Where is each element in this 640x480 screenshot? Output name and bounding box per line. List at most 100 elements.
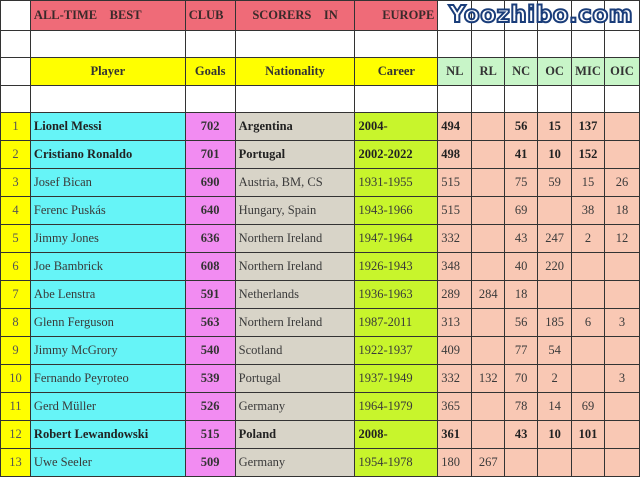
stat-cell xyxy=(471,336,506,365)
stat-cell: 348 xyxy=(437,252,473,281)
stat-cell: 332 xyxy=(437,364,473,393)
header-oc: OC xyxy=(537,57,573,86)
header-oic: OIC xyxy=(603,57,640,86)
header-row: Player Goals Nationality Career NL RL NC… xyxy=(0,57,640,86)
goals-cell: 540 xyxy=(184,336,236,365)
career-cell: 2002-2022 xyxy=(354,140,439,169)
stat-cell: 2 xyxy=(571,224,605,253)
stat-cell: 267 xyxy=(471,448,506,477)
nationality-cell: Argentina xyxy=(234,112,356,141)
player-cell: Cristiano Ronaldo xyxy=(29,140,186,169)
goals-cell: 690 xyxy=(184,168,236,197)
rank-cell: 10 xyxy=(0,364,31,393)
stat-cell xyxy=(471,112,506,141)
nationality-cell: Northern Ireland xyxy=(234,308,356,337)
player-cell: Lionel Messi xyxy=(29,112,186,141)
stat-cell: 59 xyxy=(537,168,573,197)
career-cell: 1954-1978 xyxy=(354,448,439,477)
goals-cell: 526 xyxy=(184,392,236,421)
stat-cell xyxy=(537,196,573,225)
stat-cell: 78 xyxy=(504,392,539,421)
stat-cell: 15 xyxy=(571,168,605,197)
table-row: 2 Cristiano Ronaldo 701 Portugal 2002-20… xyxy=(0,140,640,169)
goals-cell: 608 xyxy=(184,252,236,281)
goals-cell: 539 xyxy=(184,364,236,393)
career-cell: 1987-2011 xyxy=(354,308,439,337)
stat-cell xyxy=(571,336,605,365)
stat-cell: 40 xyxy=(504,252,539,281)
rank-cell: 4 xyxy=(0,196,31,225)
stat-cell: 289 xyxy=(437,280,473,309)
stat-cell: 409 xyxy=(437,336,473,365)
career-cell: 1937-1949 xyxy=(354,364,439,393)
nationality-cell: Germany xyxy=(234,392,356,421)
stat-cell: 494 xyxy=(437,112,473,141)
stat-cell: 180 xyxy=(437,448,473,477)
stat-cell xyxy=(471,140,506,169)
table-row: 7 Abe Lenstra 591 Netherlands 1936-1963 2… xyxy=(0,280,640,309)
stat-cell: 313 xyxy=(437,308,473,337)
goals-cell: 563 xyxy=(184,308,236,337)
goals-cell: 701 xyxy=(184,140,236,169)
rank-cell: 6 xyxy=(0,252,31,281)
stat-cell: 10 xyxy=(537,140,573,169)
stat-cell: 152 xyxy=(571,140,605,169)
stat-cell: 56 xyxy=(504,112,539,141)
stat-cell xyxy=(537,448,573,477)
rank-cell: 12 xyxy=(0,420,31,449)
stat-cell: 12 xyxy=(603,224,640,253)
rank-cell: 13 xyxy=(0,448,31,477)
stat-cell: 18 xyxy=(603,196,640,225)
table-row: 10 Fernando Peyroteo 539 Portugal 1937-1… xyxy=(0,364,640,393)
player-cell: Ferenc Puskás xyxy=(29,196,186,225)
header-career: Career xyxy=(354,57,439,86)
stat-cell: 332 xyxy=(437,224,473,253)
career-cell: 1964-1979 xyxy=(354,392,439,421)
stat-cell: 18 xyxy=(504,280,539,309)
rank-cell: 11 xyxy=(0,392,31,421)
rank-cell: 9 xyxy=(0,336,31,365)
header-nationality: Nationality xyxy=(234,57,356,86)
header-nc: NC xyxy=(504,57,539,86)
stat-cell: 247 xyxy=(537,224,573,253)
goals-cell: 640 xyxy=(184,196,236,225)
stat-cell xyxy=(571,252,605,281)
stat-cell: 132 xyxy=(471,364,506,393)
career-cell: 1936-1963 xyxy=(354,280,439,309)
title-part: SCORERS IN xyxy=(234,0,356,31)
table-row: 3 Josef Bican 690 Austria, BM, CS 1931-1… xyxy=(0,168,640,197)
stat-cell: 70 xyxy=(504,364,539,393)
stat-cell xyxy=(603,140,640,169)
career-cell: 1947-1964 xyxy=(354,224,439,253)
stat-cell xyxy=(571,364,605,393)
header-goals: Goals xyxy=(184,57,236,86)
stat-cell xyxy=(603,280,640,309)
title-part: ALL-TIME BEST xyxy=(29,0,186,31)
player-cell: Glenn Ferguson xyxy=(29,308,186,337)
nationality-cell: Portugal xyxy=(234,364,356,393)
nationality-cell: Scotland xyxy=(234,336,356,365)
rank-cell: 3 xyxy=(0,168,31,197)
stat-cell: 41 xyxy=(504,140,539,169)
nationality-cell: Northern Ireland xyxy=(234,252,356,281)
career-cell: 2004- xyxy=(354,112,439,141)
table-row: 1 Lionel Messi 702 Argentina 2004- 494 56 1… xyxy=(0,112,640,141)
rank-cell: 8 xyxy=(0,308,31,337)
stat-cell xyxy=(471,168,506,197)
player-cell: Robert Lewandowski xyxy=(29,420,186,449)
header-rl: RL xyxy=(471,57,506,86)
stat-cell: 3 xyxy=(603,364,640,393)
player-cell: Uwe Seeler xyxy=(29,448,186,477)
table-row: 9 Jimmy McGrory 540 Scotland 1922-1937 40… xyxy=(0,336,640,365)
stat-cell: 101 xyxy=(571,420,605,449)
stat-cell xyxy=(471,252,506,281)
career-cell: 1926-1943 xyxy=(354,252,439,281)
stat-cell: 56 xyxy=(504,308,539,337)
rank-cell: 1 xyxy=(0,112,31,141)
stat-cell xyxy=(504,448,539,477)
stat-cell xyxy=(471,196,506,225)
stat-cell: 69 xyxy=(504,196,539,225)
career-cell: 1943-1966 xyxy=(354,196,439,225)
stat-cell: 361 xyxy=(437,420,473,449)
